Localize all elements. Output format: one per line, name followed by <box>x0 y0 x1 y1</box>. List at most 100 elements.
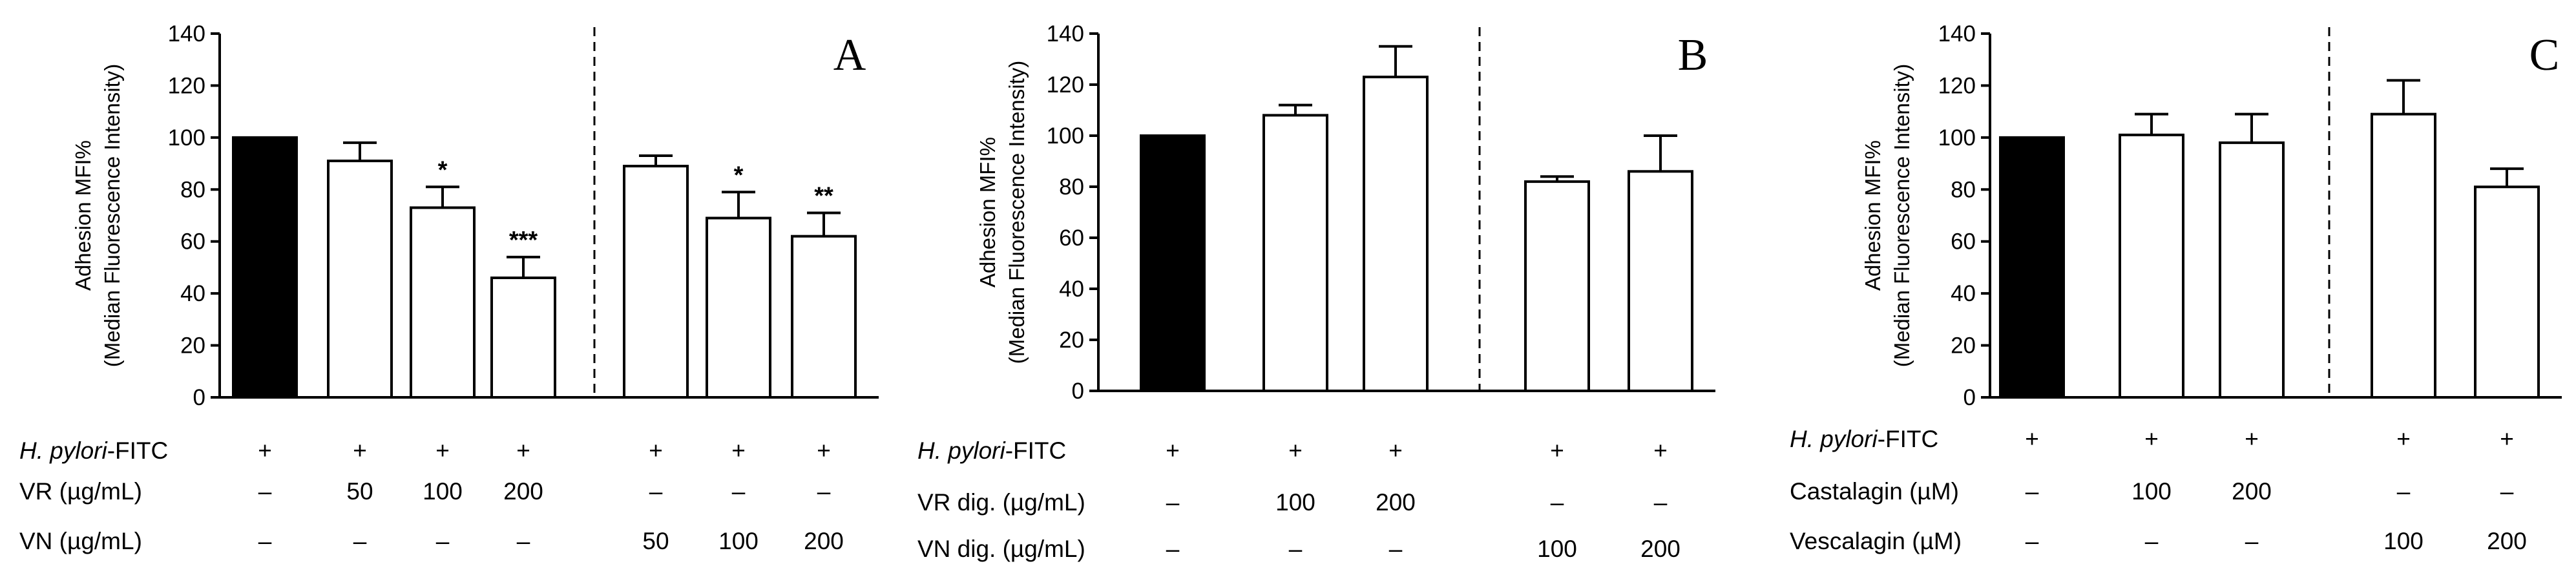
row-cell: 200 <box>2487 528 2527 554</box>
bar <box>623 165 689 399</box>
y-tick-label: 20 <box>180 333 205 359</box>
bar <box>1140 134 1206 392</box>
row-cell: – <box>2026 478 2039 505</box>
y-tick-label: 20 <box>1951 333 1976 359</box>
row-label-italic: H. pylori <box>917 437 1006 464</box>
significance-label: * <box>438 156 448 183</box>
panel-a: 0 20 40 60 80 100 120 140 Adhesion MFI% (Median F… <box>19 21 879 554</box>
row-label-text: -FITC <box>1005 437 1067 464</box>
bar <box>2219 141 2285 399</box>
y-tick-label: 120 <box>168 73 205 98</box>
row-cell: 100 <box>2383 528 2424 554</box>
row-cell: – <box>436 528 450 554</box>
row-cell: – <box>649 478 663 505</box>
row-cell: + <box>2025 426 2039 452</box>
y-tick-label: 120 <box>1047 72 1084 98</box>
y-tick-label: 140 <box>1938 21 1976 47</box>
row-label: VR dig. (µg/mL) <box>917 489 1085 516</box>
y-axis-title-line2: (Median Fluorescence Intensity) <box>1890 64 1914 368</box>
row-label: VN (µg/mL) <box>19 528 142 554</box>
row-cell: + <box>2144 426 2159 452</box>
y-tick-label: 40 <box>1059 277 1084 302</box>
significance-label: * <box>734 162 744 189</box>
panel-b: 0 20 40 60 80 100 120 140 Adhesion MFI% (Median F… <box>917 21 1715 562</box>
bar <box>1999 136 2065 399</box>
y-tick-label: 100 <box>1938 125 1976 151</box>
y-tick-label: 40 <box>180 281 205 306</box>
row-cell: 100 <box>1275 489 1315 516</box>
row-cell: + <box>2396 426 2411 452</box>
y-tick-label: 80 <box>1059 174 1084 200</box>
row-cell: – <box>2245 528 2259 554</box>
row-label-text: VN dig. (µg/mL) <box>917 536 1085 562</box>
row-label-italic: H. pylori <box>19 437 108 464</box>
row-cell: + <box>649 437 663 464</box>
bar <box>2119 133 2184 399</box>
row-label: H. pylori-FITC <box>1790 426 1938 452</box>
row-cell: 200 <box>503 478 543 505</box>
y-tick-label: 0 <box>1963 385 1976 410</box>
y-tick-label: 20 <box>1059 328 1084 353</box>
y-tick-label: 140 <box>1047 21 1084 47</box>
row-cell: + <box>1166 437 1180 464</box>
row-cell: + <box>353 437 367 464</box>
row-cell: 200 <box>2232 478 2272 505</box>
row-cell: 50 <box>346 478 373 505</box>
y-tick-label: 80 <box>180 177 205 202</box>
row-cell: – <box>1654 489 1668 516</box>
row-label-text: Vescalagin (µM) <box>1790 528 1962 554</box>
y-axis-title-line1: Adhesion MFI% <box>976 137 1000 288</box>
panel-c: 0 20 40 60 80 100 120 140 Adhesion MFI% (Median F… <box>1790 21 2562 554</box>
row-cell: + <box>258 437 272 464</box>
row-cell: 100 <box>1537 536 1577 562</box>
row-label-text: VR dig. (µg/mL) <box>917 489 1085 516</box>
row-cell: + <box>516 437 530 464</box>
y-tick-label: 100 <box>168 125 205 151</box>
panel-letter: B <box>1678 30 1708 80</box>
y-axis-title-line1: Adhesion MFI% <box>71 140 95 291</box>
row-cell: – <box>1166 489 1180 516</box>
bar <box>232 136 298 399</box>
row-cell: 100 <box>423 478 463 505</box>
row-cell: 100 <box>718 528 759 554</box>
row-cell: – <box>817 478 831 505</box>
bar <box>1363 76 1429 393</box>
row-label: Castalagin (µM) <box>1790 478 1959 505</box>
row-cell: 100 <box>2131 478 2172 505</box>
row-cell: – <box>2026 528 2039 554</box>
panel-letter: C <box>2529 30 2560 80</box>
row-cell: – <box>1166 536 1180 562</box>
row-cell: – <box>517 528 530 554</box>
bar <box>1262 114 1328 392</box>
row-cell: – <box>2145 528 2159 554</box>
row-cell: + <box>2245 426 2259 452</box>
row-cell: + <box>1388 437 1403 464</box>
row-cell: – <box>1289 536 1303 562</box>
bar <box>1628 170 1693 392</box>
row-cell: – <box>2500 478 2514 505</box>
row-cell: + <box>2500 426 2514 452</box>
row-label-text: Castalagin (µM) <box>1790 478 1959 505</box>
y-axis-title-line1: Adhesion MFI% <box>1861 140 1885 291</box>
bar <box>410 206 476 399</box>
row-cell: + <box>731 437 746 464</box>
bar <box>1524 180 1590 392</box>
row-label-text: -FITC <box>107 437 169 464</box>
y-tick-label: 80 <box>1951 177 1976 202</box>
row-label-text: VR (µg/mL) <box>19 478 142 505</box>
row-label: VN dig. (µg/mL) <box>917 536 1085 562</box>
y-tick-label: 60 <box>1951 229 1976 255</box>
row-cell: 50 <box>642 528 669 554</box>
significance-label: *** <box>509 227 538 254</box>
row-label-text: VN (µg/mL) <box>19 528 142 554</box>
bar <box>490 277 556 399</box>
significance-label: ** <box>814 182 833 209</box>
row-label-italic: H. pylori <box>1790 426 1878 452</box>
row-cell: + <box>1550 437 1564 464</box>
bar <box>706 216 771 399</box>
row-label: H. pylori-FITC <box>917 437 1066 464</box>
panel-letter: A <box>833 30 866 80</box>
row-cell: 200 <box>1376 489 1416 516</box>
row-label: VR (µg/mL) <box>19 478 142 505</box>
